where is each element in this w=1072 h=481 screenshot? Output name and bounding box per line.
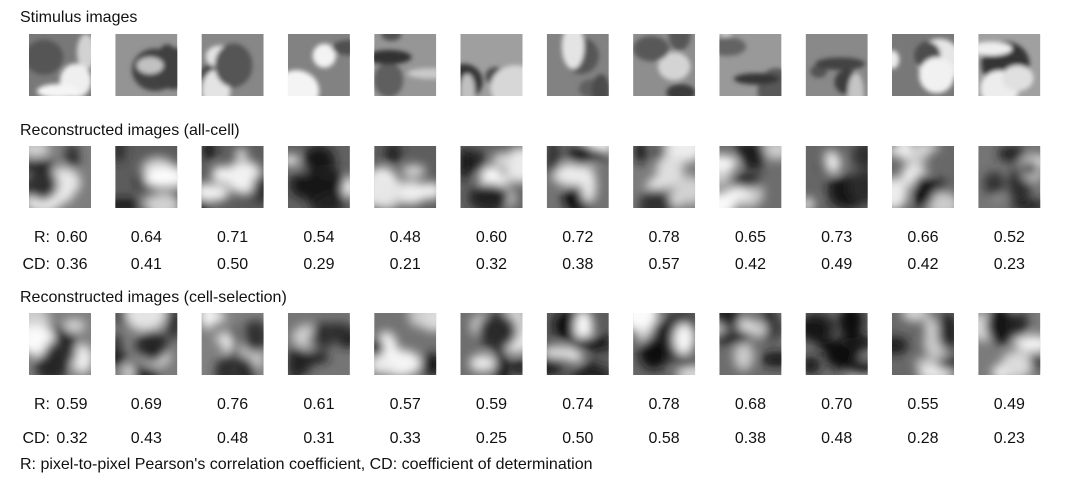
image-thumbnail [13,304,93,382]
image-thumbnail [356,142,443,214]
metric-value: 0.59 [56,396,87,413]
metric-value: 0.59 [476,396,507,413]
metric-value: 0.48 [821,430,852,447]
section-title: Stimulus images [20,9,137,26]
metric-value: 0.43 [131,430,162,447]
image-thumbnail [115,34,193,96]
image-thumbnail [547,24,610,108]
metric-value: 0.32 [476,256,507,273]
metric-value: 0.60 [476,229,507,246]
metric-value: 0.21 [390,256,421,273]
figure: Stimulus images Reconstructed images (al… [0,0,1072,481]
image-thumbnail [545,129,612,214]
metric-value: 0.23 [994,256,1025,273]
metric-value: 0.73 [821,229,852,246]
image-thumbnail [801,142,882,211]
metric-value: 0.58 [649,430,680,447]
metric-value: 0.57 [649,256,680,273]
metric-value: 0.69 [131,396,162,413]
image-thumbnail [879,132,959,218]
metric-value: 0.42 [735,256,766,273]
metric-value: 0.36 [56,256,87,273]
metric-value: 0.55 [907,396,938,413]
image-thumbnail [445,34,540,110]
metric-value: 0.38 [735,430,766,447]
metric-value: 0.52 [994,229,1025,246]
image-thumbnail [978,145,1049,211]
image-thumbnail [274,34,368,112]
section-title: Reconstructed images (all-cell) [20,122,240,139]
image-thumbnail [103,135,194,219]
image-thumbnail [970,34,1040,107]
metric-value: 0.64 [131,229,162,246]
image-thumbnail [709,23,795,112]
metric-value: 0.76 [217,396,248,413]
image-thumbnail [881,305,968,382]
image-thumbnail [798,304,886,387]
image-thumbnail [104,296,183,388]
image-thumbnail [633,132,704,224]
metric-value: 0.78 [649,396,680,413]
metric-value: 0.50 [217,256,248,273]
image-thumbnail [712,302,793,375]
metric-value: 0.71 [217,229,248,246]
metric-value: 0.25 [476,430,507,447]
metric-value: 0.49 [994,396,1025,413]
metric-value: 0.72 [562,229,593,246]
image-thumbnail [366,301,453,376]
image-thumbnail [617,297,711,382]
metric-label: CD: [22,256,50,273]
metric-value: 0.41 [131,256,162,273]
metric-label: CD: [22,430,50,447]
metric-value: 0.70 [821,396,852,413]
metric-value: 0.60 [56,229,87,246]
metric-value: 0.66 [907,229,938,246]
image-thumbnail [533,310,613,383]
metric-value: 0.29 [303,256,334,273]
metric-value: 0.48 [390,229,421,246]
metric-value: 0.74 [562,396,593,413]
metric-value: 0.54 [303,229,334,246]
image-thumbnail [969,307,1052,380]
metric-value: 0.42 [907,256,938,273]
image-thumbnail [806,34,868,116]
metric-value: 0.23 [994,430,1025,447]
image-thumbnail [25,34,95,99]
image-thumbnail [633,21,696,101]
image-thumbnail [886,34,962,96]
metric-value: 0.65 [735,229,766,246]
image-thumbnail [194,140,271,221]
image-thumbnail [461,305,534,388]
metric-value: 0.61 [303,396,334,413]
image-thumbnail [704,139,793,217]
image-thumbnail [282,145,358,215]
metric-value: 0.28 [907,430,938,447]
image-thumbnail [366,28,454,97]
metric-label: R: [34,396,50,413]
metric-value: 0.32 [56,430,87,447]
metric-value: 0.57 [390,396,421,413]
metric-value: 0.33 [390,430,421,447]
metric-value: 0.68 [735,396,766,413]
image-thumbnail [199,34,263,111]
metric-value: 0.78 [649,229,680,246]
metric-label: R: [34,229,50,246]
image-thumbnail [200,303,269,392]
metric-value: 0.49 [821,256,852,273]
metric-value: 0.50 [562,430,593,447]
section-title: Reconstructed images (cell-selection) [20,289,287,306]
footnote: R: pixel-to-pixel Pearson's correlation … [20,456,593,473]
metric-value: 0.48 [217,430,248,447]
image-thumbnail [11,141,91,212]
metric-value: 0.38 [562,256,593,273]
image-thumbnail [287,313,359,382]
metric-value: 0.31 [303,430,334,447]
image-thumbnail [458,146,538,212]
